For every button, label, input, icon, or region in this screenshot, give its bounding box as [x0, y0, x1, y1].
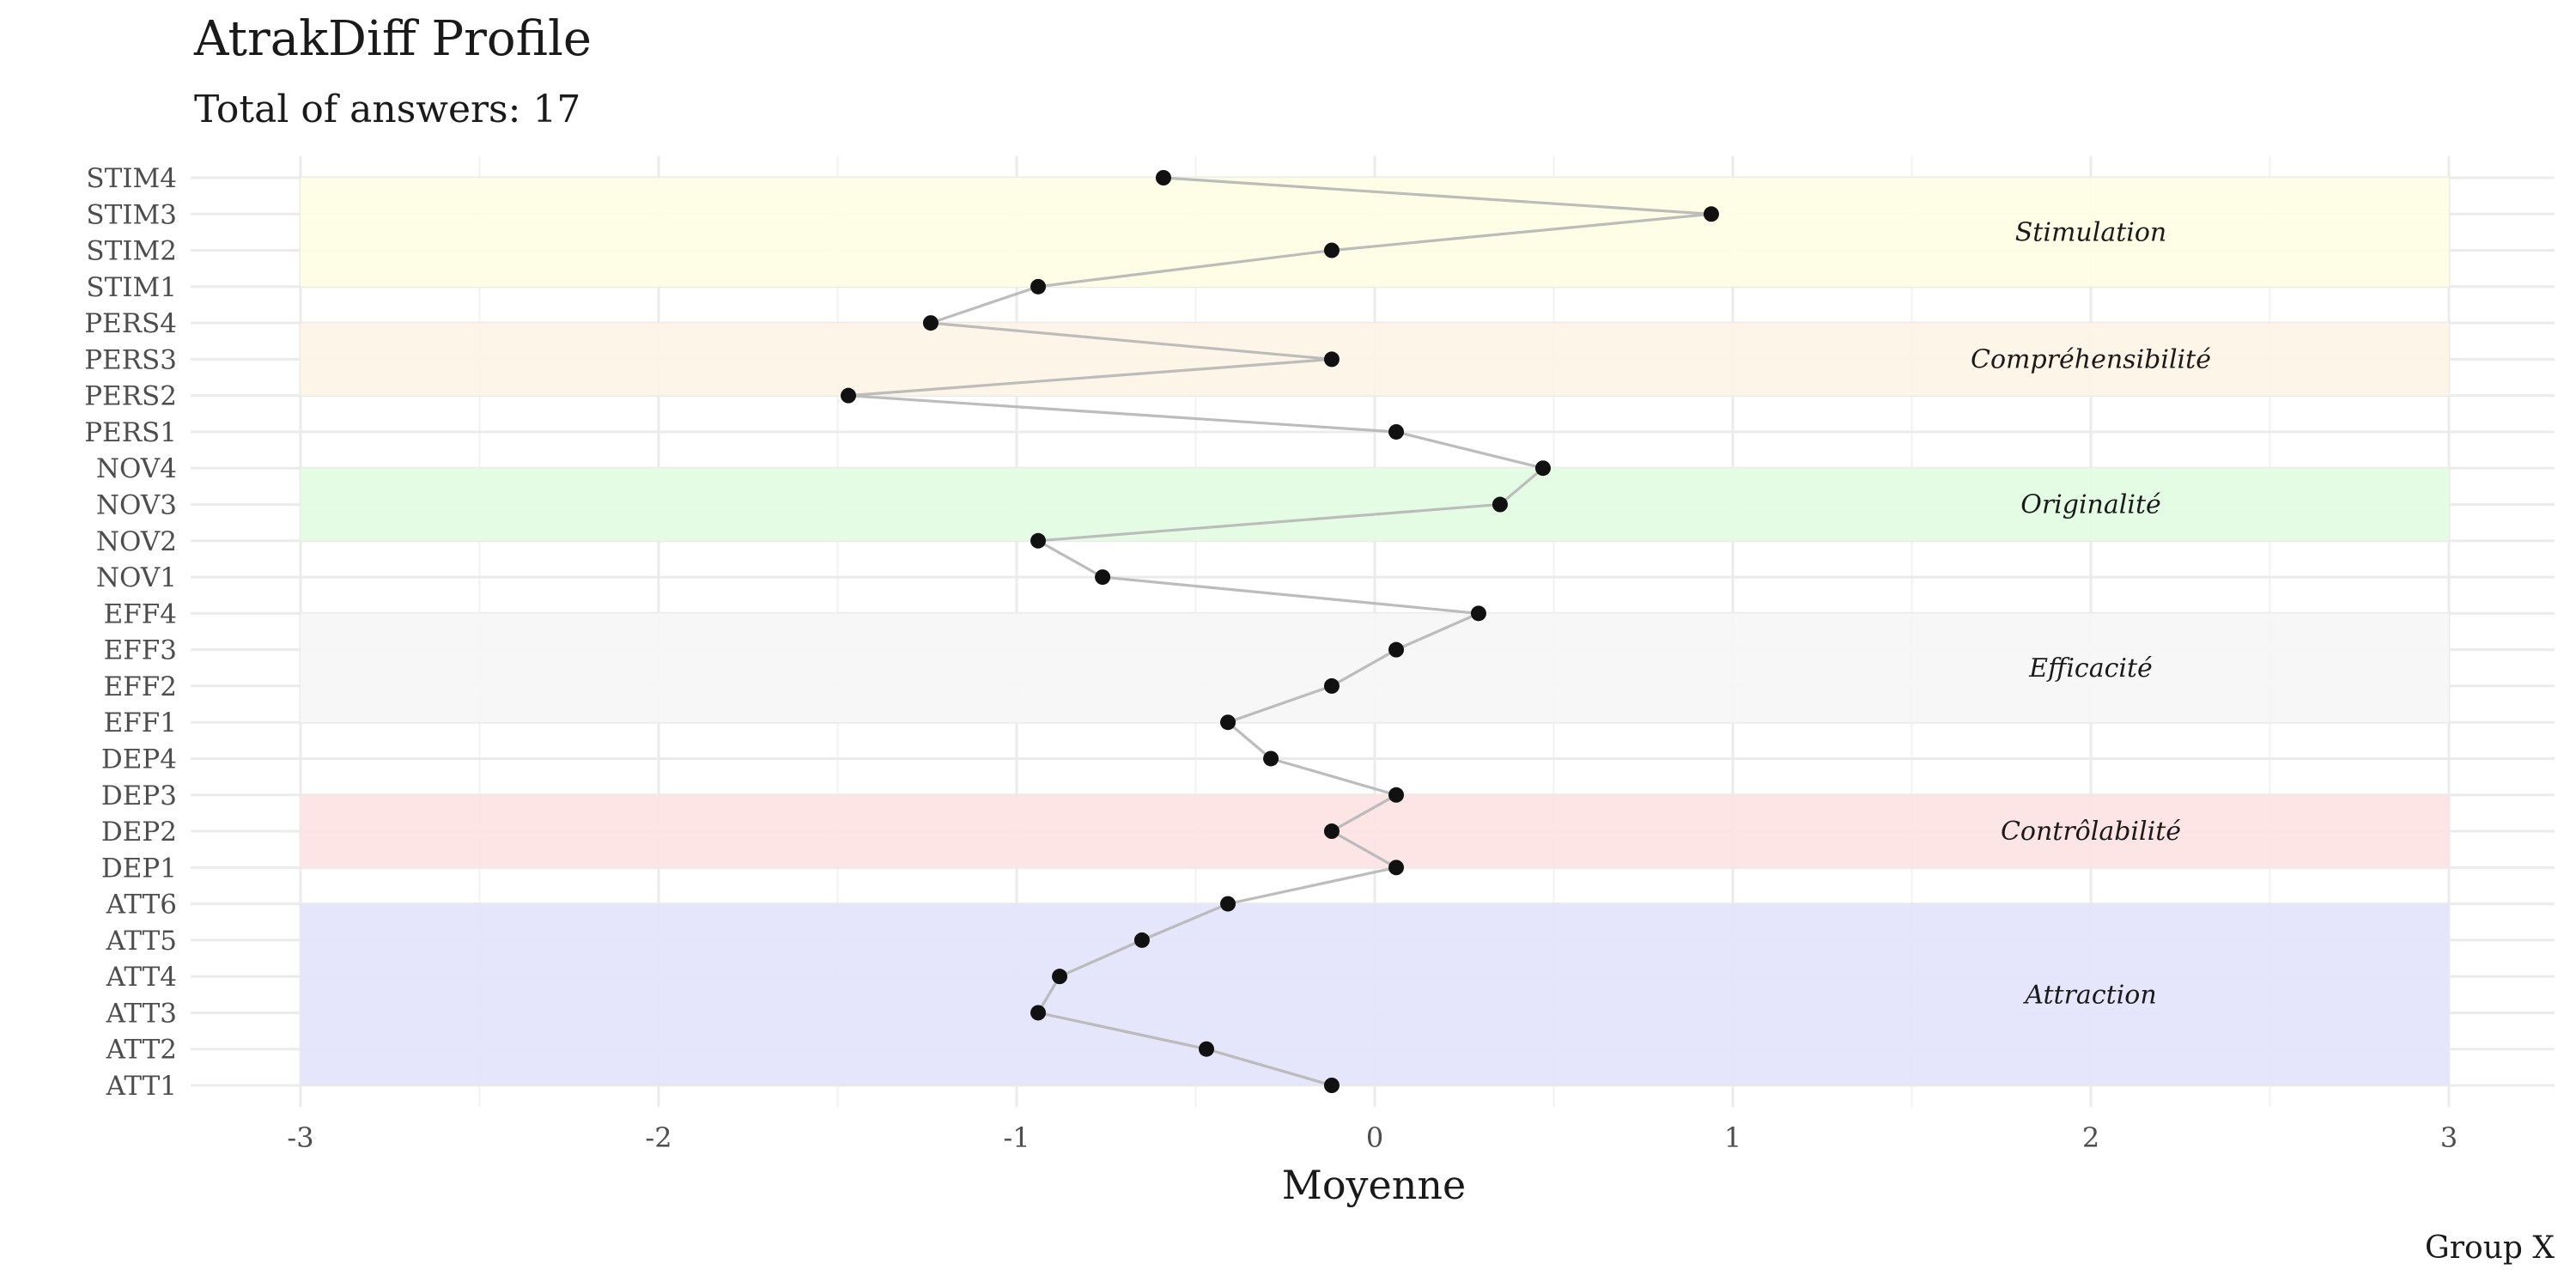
x-tick-label: -1	[1003, 1121, 1030, 1154]
y-tick-label: NOV2	[96, 526, 177, 557]
data-point-pers1	[1388, 423, 1405, 440]
data-point-eff2	[1323, 677, 1340, 694]
data-point-att4	[1052, 969, 1068, 985]
band-label: Efficacité	[2028, 653, 2153, 683]
data-point-eff1	[1220, 714, 1236, 731]
data-point-att3	[1030, 1005, 1047, 1021]
data-point-nov2	[1030, 532, 1047, 549]
data-point-dep2	[1323, 823, 1340, 840]
data-point-pers2	[841, 387, 857, 404]
x-tick-label: 0	[1366, 1121, 1383, 1154]
y-tick-label: STIM2	[86, 236, 177, 267]
y-tick-label: ATT5	[106, 926, 177, 957]
band-labels: Attraction Contrôlabilité Efficacité Origin…	[1971, 217, 2211, 1010]
y-tick-label: DEP3	[101, 781, 177, 811]
dimension-bands	[301, 178, 2449, 1085]
x-tick-label: -2	[645, 1121, 671, 1154]
y-tick-label: EFF1	[104, 708, 177, 738]
y-tick-label: STIM3	[86, 199, 177, 230]
y-tick-label: DEP1	[101, 853, 177, 884]
y-tick-label: ATT6	[106, 890, 177, 920]
data-point-stim3	[1703, 206, 1719, 222]
y-tick-label: ATT3	[106, 998, 177, 1029]
data-point-dep4	[1263, 750, 1279, 767]
data-point-nov1	[1095, 569, 1111, 586]
y-tick-label: EFF2	[104, 671, 177, 702]
data-point-nov3	[1492, 496, 1508, 513]
data-point-att1	[1323, 1078, 1340, 1093]
band-label: Contrôlabilité	[2001, 817, 2181, 847]
data-point-eff4	[1470, 605, 1486, 622]
y-tick-label: NOV4	[96, 453, 177, 484]
data-point-dep3	[1388, 787, 1405, 803]
band-compréhensibilité	[301, 323, 2449, 396]
x-tick-label: 2	[2082, 1121, 2099, 1154]
data-point-att6	[1220, 896, 1236, 912]
band-label: Stimulation	[2015, 217, 2166, 247]
y-tick-label: PERS2	[84, 381, 177, 412]
y-tick-label: ATT4	[106, 962, 177, 993]
band-stimulation	[301, 178, 2449, 287]
x-tick-label: 3	[2440, 1121, 2458, 1154]
x-axis-label: Moyenne	[1282, 1162, 1466, 1208]
data-point-pers4	[922, 315, 939, 331]
chart-title: AtrakDiff Profile	[193, 11, 592, 67]
y-tick-label: ATT1	[106, 1071, 177, 1102]
data-point-eff3	[1388, 641, 1405, 658]
y-tick-label: PERS4	[84, 308, 177, 339]
data-point-att5	[1133, 932, 1150, 948]
data-point-nov4	[1534, 460, 1551, 477]
y-tick-label: STIM1	[86, 272, 177, 303]
y-tick-label: DEP4	[101, 744, 177, 775]
data-point-stim2	[1323, 242, 1340, 258]
data-point-att2	[1199, 1041, 1215, 1057]
y-tick-label: EFF3	[104, 635, 177, 666]
data-point-pers3	[1323, 351, 1340, 368]
y-tick-label: NOV3	[96, 490, 177, 521]
band-label: Originalité	[2020, 490, 2161, 520]
x-tick-label: -3	[287, 1121, 313, 1154]
y-tick-label: PERS3	[84, 344, 177, 375]
data-point-dep1	[1388, 860, 1405, 876]
band-attraction	[301, 903, 2449, 1085]
data-points	[841, 170, 1719, 1093]
y-tick-label: EFF4	[104, 598, 177, 629]
y-tick-label: STIM4	[86, 163, 177, 194]
band-originalité	[301, 468, 2449, 541]
band-label: Compréhensibilité	[1971, 344, 2211, 374]
band-label: Attraction	[2022, 980, 2156, 1010]
y-tick-label: NOV1	[96, 562, 177, 593]
chart-subtitle: Total of answers: 17	[194, 88, 580, 131]
chart-caption: Group X	[2425, 1230, 2555, 1266]
series-line	[848, 176, 1712, 1087]
x-axis-ticks: -3 -2 -1 0 1 2 3	[287, 1121, 2458, 1154]
data-point-stim1	[1030, 278, 1047, 295]
band-efficacité	[301, 613, 2449, 723]
profile-line	[848, 176, 1712, 1087]
data-point-stim4	[1155, 170, 1171, 185]
y-tick-label: ATT2	[106, 1035, 177, 1066]
y-tick-label: PERS1	[84, 417, 177, 448]
x-tick-label: 1	[1724, 1121, 1741, 1154]
y-axis-ticks: ATT1 ATT2 ATT3 ATT4 ATT5 ATT6 DEP1 DEP2 DEP3 DEP4…	[84, 163, 177, 1102]
y-tick-label: DEP2	[101, 817, 177, 848]
